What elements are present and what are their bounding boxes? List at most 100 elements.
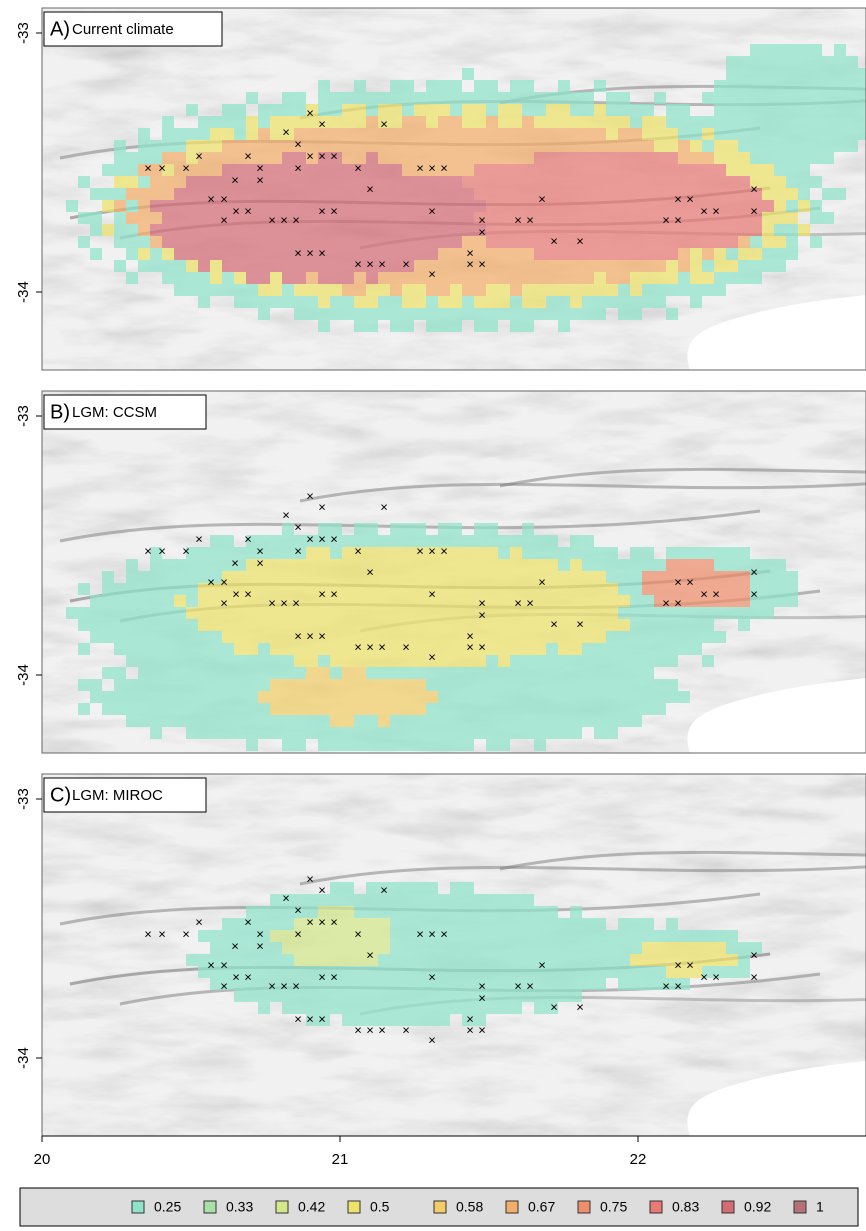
suitability-cell xyxy=(438,571,450,583)
suitability-cell xyxy=(186,954,198,966)
suitability-cell xyxy=(510,116,522,128)
suitability-cell xyxy=(546,727,558,739)
suitability-cell xyxy=(150,703,162,715)
suitability-cell xyxy=(210,284,222,296)
suitability-cell xyxy=(330,607,342,619)
suitability-cell xyxy=(822,212,834,224)
suitability-cell xyxy=(822,140,834,152)
suitability-cell xyxy=(534,918,546,930)
suitability-cell xyxy=(486,643,498,655)
suitability-cell xyxy=(318,224,330,236)
suitability-cell xyxy=(690,116,702,128)
suitability-cell xyxy=(402,535,414,547)
suitability-cell xyxy=(102,595,114,607)
suitability-cell xyxy=(510,966,522,978)
suitability-cell xyxy=(510,679,522,691)
suitability-cell xyxy=(618,128,630,140)
suitability-cell xyxy=(270,942,282,954)
occurrence-mark: × xyxy=(428,969,436,984)
suitability-cell xyxy=(558,176,570,188)
suitability-cell xyxy=(174,679,186,691)
suitability-cell xyxy=(738,92,750,104)
suitability-cell xyxy=(138,583,150,595)
suitability-cell xyxy=(786,164,798,176)
suitability-cell xyxy=(570,164,582,176)
suitability-cell xyxy=(390,523,402,535)
suitability-cell xyxy=(462,990,474,1002)
suitability-cell xyxy=(606,128,618,140)
suitability-cell xyxy=(714,954,726,966)
suitability-cell xyxy=(822,80,834,92)
suitability-cell xyxy=(606,212,618,224)
suitability-cell xyxy=(642,140,654,152)
suitability-cell xyxy=(450,882,462,894)
suitability-cell xyxy=(378,559,390,571)
suitability-cell xyxy=(354,715,366,727)
suitability-cell xyxy=(570,104,582,116)
suitability-cell xyxy=(126,583,138,595)
suitability-cell xyxy=(546,140,558,152)
suitability-cell xyxy=(450,272,462,284)
suitability-cell xyxy=(570,152,582,164)
suitability-cell xyxy=(246,236,258,248)
suitability-cell xyxy=(570,906,582,918)
suitability-cell xyxy=(642,116,654,128)
suitability-cell xyxy=(510,619,522,631)
suitability-cell xyxy=(510,583,522,595)
suitability-cell xyxy=(222,643,234,655)
suitability-cell xyxy=(726,954,738,966)
occurrence-mark: × xyxy=(402,639,410,654)
suitability-cell xyxy=(162,140,174,152)
occurrence-mark: × xyxy=(220,595,228,610)
suitability-cell xyxy=(558,655,570,667)
suitability-cell xyxy=(390,140,402,152)
suitability-cell xyxy=(726,92,738,104)
suitability-cell xyxy=(378,1002,390,1014)
suitability-cell xyxy=(342,882,354,894)
suitability-cell xyxy=(462,607,474,619)
suitability-cell xyxy=(330,643,342,655)
suitability-cell xyxy=(774,236,786,248)
suitability-cell xyxy=(594,691,606,703)
suitability-cell xyxy=(186,667,198,679)
suitability-cell xyxy=(666,248,678,260)
suitability-cell xyxy=(282,619,294,631)
suitability-cell xyxy=(690,559,702,571)
suitability-cell xyxy=(570,643,582,655)
suitability-cell xyxy=(654,248,666,260)
suitability-cell xyxy=(618,92,630,104)
suitability-cell xyxy=(78,212,90,224)
occurrence-mark: × xyxy=(294,136,302,151)
suitability-cell xyxy=(438,739,450,751)
suitability-cell xyxy=(318,308,330,320)
suitability-cell xyxy=(390,92,402,104)
suitability-cell xyxy=(222,631,234,643)
suitability-cell xyxy=(594,152,606,164)
suitability-cell xyxy=(234,715,246,727)
suitability-cell xyxy=(654,631,666,643)
suitability-cell xyxy=(702,559,714,571)
suitability-cell xyxy=(330,703,342,715)
suitability-cell xyxy=(198,176,210,188)
occurrence-mark: × xyxy=(195,914,203,929)
occurrence-mark: × xyxy=(526,212,534,227)
suitability-cell xyxy=(798,140,810,152)
suitability-cell xyxy=(282,164,294,176)
suitability-cell xyxy=(270,655,282,667)
suitability-cell xyxy=(174,691,186,703)
suitability-cell xyxy=(186,559,198,571)
suitability-cell xyxy=(414,1014,426,1026)
suitability-cell xyxy=(474,92,486,104)
suitability-cell xyxy=(354,188,366,200)
suitability-cell xyxy=(522,248,534,260)
suitability-cell xyxy=(618,152,630,164)
suitability-cell xyxy=(138,140,150,152)
suitability-cell xyxy=(462,894,474,906)
suitability-cell xyxy=(402,619,414,631)
suitability-cell xyxy=(510,272,522,284)
suitability-cell xyxy=(690,547,702,559)
suitability-cell xyxy=(246,715,258,727)
suitability-cell xyxy=(438,116,450,128)
x-tick-label: 21 xyxy=(332,1151,349,1168)
suitability-cell xyxy=(486,128,498,140)
